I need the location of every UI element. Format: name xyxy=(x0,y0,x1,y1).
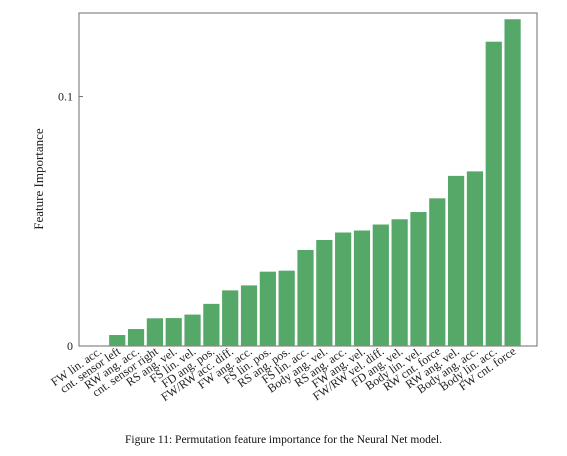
bar xyxy=(278,270,295,346)
bar xyxy=(146,318,163,346)
bar xyxy=(222,290,239,346)
bar xyxy=(353,230,371,346)
bar xyxy=(485,41,502,346)
bar xyxy=(391,219,408,346)
bar xyxy=(410,212,427,346)
y-axis-label: Feature Importance xyxy=(31,128,46,230)
bar xyxy=(466,171,484,346)
y-tick-label: 0 xyxy=(67,339,73,353)
bar xyxy=(297,249,314,346)
bar xyxy=(316,239,333,346)
y-tick-label: 0.1 xyxy=(58,90,73,104)
bar xyxy=(429,198,446,346)
bar xyxy=(259,271,276,346)
bar xyxy=(127,329,145,346)
bar xyxy=(504,19,521,346)
bar xyxy=(109,335,126,346)
bar xyxy=(165,318,182,346)
bar xyxy=(184,314,201,346)
bar xyxy=(335,232,352,346)
figure-caption: Figure 11: Permutation feature importanc… xyxy=(125,434,442,446)
bar xyxy=(203,303,220,346)
bar xyxy=(372,224,389,346)
bar xyxy=(240,285,258,346)
bars-layer xyxy=(109,19,521,346)
bar xyxy=(448,175,465,346)
